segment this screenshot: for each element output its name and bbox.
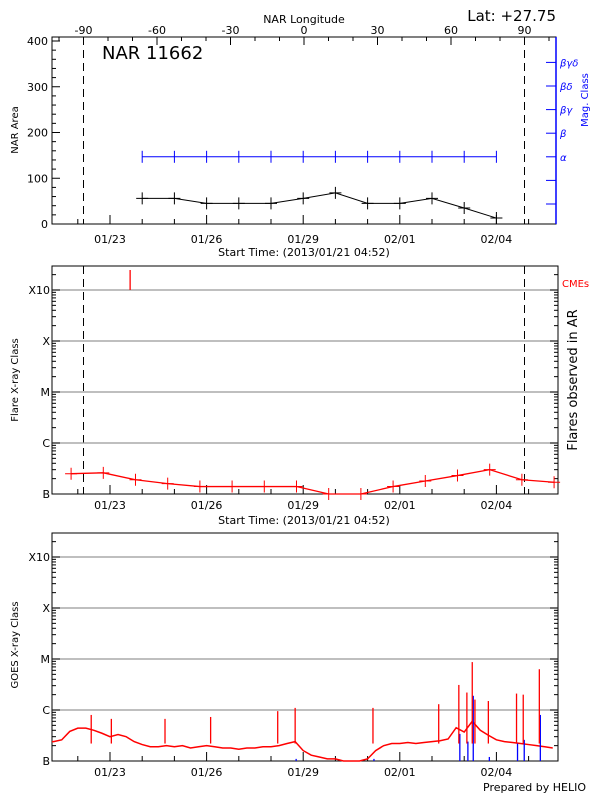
area-point: [329, 186, 342, 199]
date-tick-label: 02/01: [384, 766, 416, 779]
date-tick-label: 02/01: [384, 499, 416, 512]
date-tick-label: 02/01: [384, 233, 416, 246]
flare-point: [451, 469, 464, 482]
date-tick-label: 02/04: [481, 766, 513, 779]
area-point: [426, 192, 438, 205]
date-tick-label: 02/04: [481, 233, 513, 246]
top-xlabel: Start Time: (2013/01/21 04:52): [218, 246, 390, 259]
prepared-by: Prepared by HELIO: [483, 781, 586, 794]
class-tick-label: X10: [28, 551, 50, 564]
class-tick-label: X10: [28, 284, 50, 297]
area-ytick-label: 300: [27, 81, 48, 94]
date-tick-label: 01/26: [191, 233, 223, 246]
flare-point: [483, 463, 496, 476]
mag-class-tick-label: βγδ: [559, 58, 578, 69]
flare-point: [354, 488, 367, 500]
class-tick-label: X: [42, 335, 50, 348]
flare-point: [419, 474, 432, 487]
mag-class-tick-label: βγ: [559, 106, 573, 117]
area-point: [490, 212, 503, 225]
flare-point: [193, 480, 206, 493]
mag-class-tick-label: βδ: [559, 82, 573, 93]
flare-point: [322, 488, 335, 500]
plot-frame-2: [51, 532, 559, 762]
date-tick-label: 01/23: [94, 233, 126, 246]
goes-flux-line: [52, 720, 553, 762]
date-tick-label: 01/23: [94, 499, 126, 512]
top-plot-frame: [51, 36, 557, 225]
area-ytick-label: 400: [27, 35, 48, 48]
area-point: [265, 197, 277, 210]
area-ytick-label: 0: [41, 218, 48, 231]
date-tick-label: 01/29: [287, 233, 319, 246]
cme-label: CMEs: [562, 279, 589, 290]
flare-point: [226, 480, 239, 493]
flare-point: [129, 473, 142, 486]
bottom-ylabel: GOES X-ray Class: [10, 601, 21, 688]
longitude-tick-label: 0: [301, 24, 308, 37]
flare-point: [387, 480, 400, 493]
area-ytick-label: 200: [27, 127, 48, 140]
date-tick-label: 01/29: [287, 766, 319, 779]
area-point: [361, 197, 374, 210]
flare-point: [258, 480, 271, 493]
area-point: [297, 192, 310, 205]
longitude-tick-label: 30: [371, 24, 385, 37]
area-point: [393, 197, 406, 210]
mid-ylabel: Flare X-ray Class: [10, 338, 21, 422]
flare-point: [515, 473, 528, 486]
class-tick-label: C: [42, 437, 50, 450]
area-point: [458, 201, 471, 214]
longitude-tick-label: -90: [75, 24, 93, 37]
class-tick-label: B: [42, 488, 50, 501]
longitude-tick-label: -30: [222, 24, 240, 37]
class-tick-label: C: [42, 704, 50, 717]
mag-class-tick-label: β: [559, 129, 567, 140]
longitude-tick-label: -60: [148, 24, 166, 37]
date-tick-label: 01/23: [94, 766, 126, 779]
class-tick-label: X: [42, 602, 50, 615]
class-tick-label: M: [41, 653, 51, 666]
class-tick-label: B: [42, 755, 50, 768]
area-line: [142, 192, 497, 219]
date-tick-label: 01/26: [191, 499, 223, 512]
mid-xlabel: Start Time: (2013/01/21 04:52): [218, 514, 390, 527]
mag-class-label: Mag. Class: [580, 73, 591, 127]
area-point: [200, 197, 213, 210]
flare-point: [65, 467, 78, 480]
class-tick-label: M: [41, 386, 51, 399]
area-point: [168, 192, 181, 205]
date-tick-label: 01/26: [191, 766, 223, 779]
longitude-tick-label: 90: [518, 24, 532, 37]
top-ylabel: NAR Area: [10, 106, 21, 153]
flare-line: [71, 468, 555, 495]
mag-class-tick-label: α: [560, 153, 567, 164]
mid-y2label: Flares observed in AR: [566, 309, 581, 450]
date-tick-label: 02/04: [481, 499, 513, 512]
area-ytick-label: 100: [27, 172, 48, 185]
area-point: [136, 192, 149, 205]
flare-point: [161, 477, 174, 490]
longitude-tick-label: 60: [444, 24, 458, 37]
flare-point: [548, 476, 561, 489]
flare-point: [97, 466, 110, 479]
plot-frame-1: [51, 265, 559, 495]
top-axis-title: NAR Longitude: [263, 13, 345, 26]
flare-point: [290, 480, 303, 493]
area-point: [232, 197, 245, 210]
date-tick-label: 01/29: [287, 499, 319, 512]
nar-title: NAR 11662: [102, 43, 203, 64]
lat-label: Lat: +27.75: [467, 7, 556, 25]
